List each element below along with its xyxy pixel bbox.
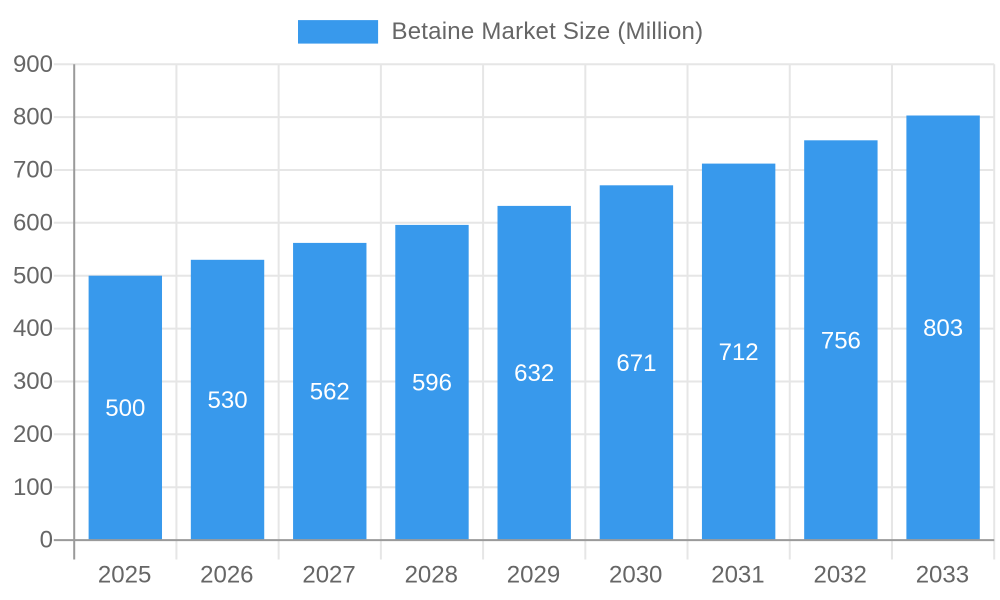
svg-text:800: 800 (13, 104, 53, 131)
svg-text:803: 803 (923, 315, 963, 342)
svg-text:2029: 2029 (507, 561, 560, 588)
svg-text:671: 671 (616, 350, 656, 377)
svg-text:2025: 2025 (98, 561, 151, 588)
svg-text:500: 500 (105, 395, 145, 422)
svg-text:756: 756 (821, 327, 861, 354)
svg-text:100: 100 (13, 474, 53, 501)
svg-text:530: 530 (208, 387, 248, 414)
svg-text:600: 600 (13, 209, 53, 236)
svg-text:562: 562 (310, 379, 350, 406)
svg-text:2031: 2031 (711, 561, 764, 588)
svg-text:2026: 2026 (200, 561, 253, 588)
svg-text:2032: 2032 (813, 561, 866, 588)
svg-text:500: 500 (13, 262, 53, 289)
svg-text:900: 900 (13, 51, 53, 78)
svg-text:2027: 2027 (302, 561, 355, 588)
svg-text:400: 400 (13, 315, 53, 342)
svg-text:200: 200 (13, 421, 53, 448)
svg-text:300: 300 (13, 368, 53, 395)
svg-text:0: 0 (40, 527, 53, 554)
svg-text:712: 712 (719, 339, 759, 366)
svg-text:2033: 2033 (916, 561, 969, 588)
svg-text:632: 632 (514, 360, 554, 387)
svg-text:700: 700 (13, 157, 53, 184)
svg-text:596: 596 (412, 370, 452, 397)
svg-text:2028: 2028 (405, 561, 458, 588)
svg-text:Betaine Market Size (Million): Betaine Market Size (Million) (392, 18, 704, 45)
svg-text:2030: 2030 (609, 561, 662, 588)
